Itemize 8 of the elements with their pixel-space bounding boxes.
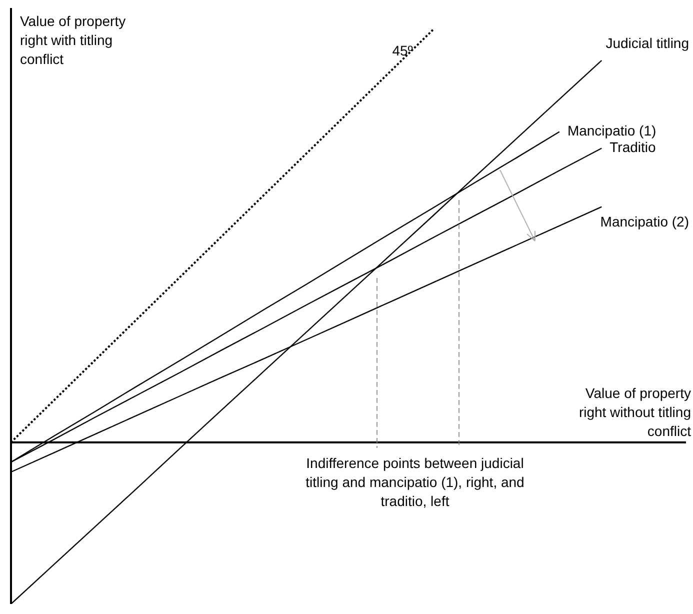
series-label: Mancipatio (2) bbox=[600, 214, 689, 230]
series-label: Judicial titling bbox=[606, 35, 689, 52]
x-axis-title: Value of property right without titling conflict bbox=[578, 384, 691, 441]
series-label: Mancipatio (1) bbox=[567, 122, 656, 139]
annotation: Indifference points between judicial titling and mancipatio (1), right, and traditio, left bbox=[304, 454, 526, 511]
series-label: Traditio bbox=[610, 139, 656, 156]
y-axis-title: Value of property right with titling conflict bbox=[20, 12, 127, 69]
series-label: 45º bbox=[392, 42, 413, 59]
